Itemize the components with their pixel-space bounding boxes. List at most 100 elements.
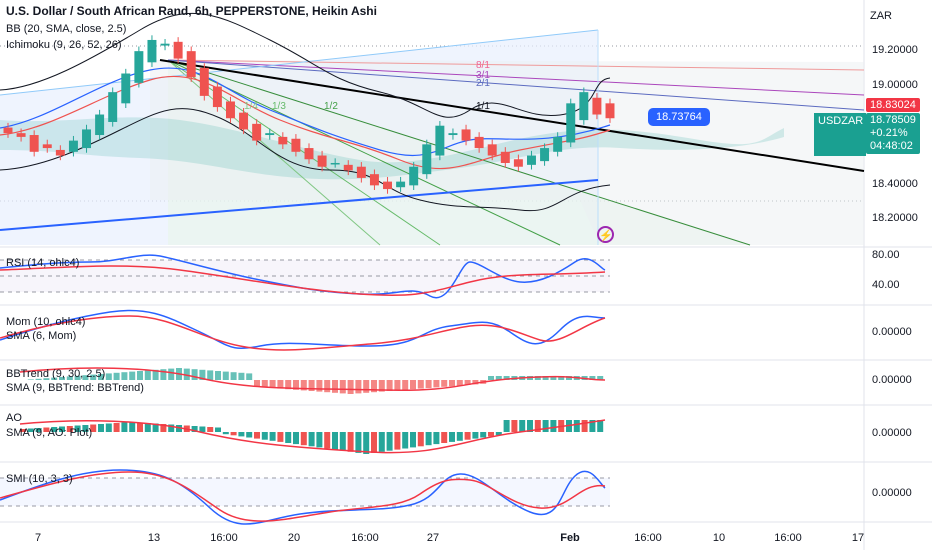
bbtrend-bar [82, 375, 89, 380]
heikin-ashi-candle [3, 127, 13, 134]
bbtrend-bar [394, 380, 401, 391]
bbtrend-bar [261, 380, 268, 388]
bbtrend-bar [113, 372, 120, 380]
last-price: 18.78509 [870, 114, 916, 126]
heikin-ashi-candle [29, 135, 39, 152]
heikin-ashi-candle [108, 92, 118, 122]
ao-bar [425, 432, 432, 446]
ao-bar [394, 432, 401, 450]
bollinger-lower [0, 108, 611, 212]
ao-bar [503, 420, 510, 432]
bbtrend-bar [542, 376, 549, 380]
heikin-ashi-candle [291, 138, 301, 152]
bbtrend-bar [324, 380, 331, 393]
pane-smi-label: SMI (10, 3, 3) [6, 473, 73, 485]
heikin-ashi-candle [278, 136, 288, 145]
bbtrend-bar [464, 380, 471, 385]
bbtrend-bar [410, 380, 416, 390]
mom-line [0, 309, 606, 350]
ao-bar [456, 432, 463, 441]
smi-signal-line [0, 471, 606, 522]
price-callout[interactable]: 18.73764 [648, 108, 710, 126]
ytick: 0.00000 [872, 487, 912, 499]
bbtrend-bar [566, 376, 572, 380]
symbol-label: USDZAR [818, 115, 864, 127]
last-price-box: 18.78509 +0.21% 04:48:02 [866, 113, 920, 154]
ao-bar [378, 432, 385, 452]
ytick: 19.20000 [872, 44, 918, 56]
bbtrend-bar [378, 380, 385, 392]
ichimoku-cloud [0, 117, 784, 180]
black-trendline [159, 59, 865, 172]
bbtrend-bar [160, 369, 167, 380]
bbtrend-bar [277, 380, 284, 389]
currency-label[interactable]: ZAR [870, 10, 892, 22]
heikin-ashi-candle [186, 51, 196, 78]
ao-bar [441, 432, 448, 443]
bbtrend-bar [215, 371, 221, 380]
bbtrend-bar [183, 368, 190, 380]
ao-bar [113, 423, 120, 432]
lightning-icon[interactable]: ⚡ [597, 226, 614, 243]
ao-bar [207, 427, 214, 432]
ao-bar [59, 426, 65, 432]
pane-bbtrend-sma-label: SMA (9, BBTrend: BBTrend) [6, 382, 144, 394]
ao-bar [144, 423, 151, 432]
ao-bar [261, 432, 268, 440]
fib-label: 8/1 [476, 60, 490, 71]
xtick: 17 [851, 532, 865, 544]
ytick: 0.00000 [872, 427, 912, 439]
pane-ao-sma-label: SMA (9, AO: Plot) [6, 427, 93, 439]
bbtrend-bar [308, 380, 315, 391]
bbtrend-bar [199, 369, 206, 380]
symbol-price-box: USDZAR [814, 113, 866, 156]
ao-bar [43, 427, 50, 432]
heikin-ashi-candle [500, 151, 510, 163]
ao-bar [527, 420, 533, 432]
heikin-ashi-candle [435, 125, 445, 156]
legend-bb: BB (20, SMA, close, 2.5) [6, 23, 127, 35]
ao-bar [550, 420, 557, 432]
heikin-ashi-candle [461, 129, 471, 141]
pane-bbtrend-label: BBTrend (9, 30, 2.5) [6, 368, 106, 380]
bbtrend-bar [168, 368, 175, 380]
bbtrend-bar [300, 380, 307, 391]
xtick: 16:00 [634, 532, 662, 544]
heikin-ashi-candle [474, 136, 484, 149]
xtick: 10 [712, 532, 726, 544]
bbtrend-bar [441, 380, 448, 387]
mom-sma-line [0, 315, 606, 351]
bbtrend-bar [207, 370, 214, 380]
heikin-ashi-candle [134, 51, 144, 83]
heikin-ashi-candle [82, 129, 92, 149]
heikin-ashi-candle [68, 140, 78, 152]
ao-bar [152, 423, 159, 432]
bbtrend-bar [35, 378, 42, 380]
ao-bar [433, 432, 440, 445]
ao-bar [269, 432, 276, 441]
heikin-ashi-candle [304, 148, 314, 160]
ao-bar [542, 420, 549, 432]
heikin-ashi-candle [383, 181, 393, 190]
heikin-ashi-candle [16, 133, 26, 137]
ao-bar [332, 432, 338, 450]
bbtrend-bar [495, 376, 502, 380]
fib-fan-line [167, 59, 561, 246]
bbtrend-bar [105, 373, 112, 380]
ao-bar [160, 424, 167, 432]
ao-bar [129, 422, 136, 432]
bbtrend-bar [137, 371, 143, 380]
fib-fan-line [167, 59, 865, 111]
ao-bar [519, 420, 526, 432]
ytick: 0.00000 [872, 326, 912, 338]
ao-bar [222, 432, 229, 435]
ao-bar [66, 426, 73, 432]
bbtrend-bar [66, 376, 73, 380]
chart-title: U.S. Dollar / South African Rand, 6h, PE… [6, 4, 377, 18]
pane-mom-label: Mom (10, ohlc4) [6, 316, 86, 328]
xtick: 16:00 [774, 532, 802, 544]
bbtrend-bar [222, 371, 229, 380]
ao-bar [347, 432, 354, 452]
